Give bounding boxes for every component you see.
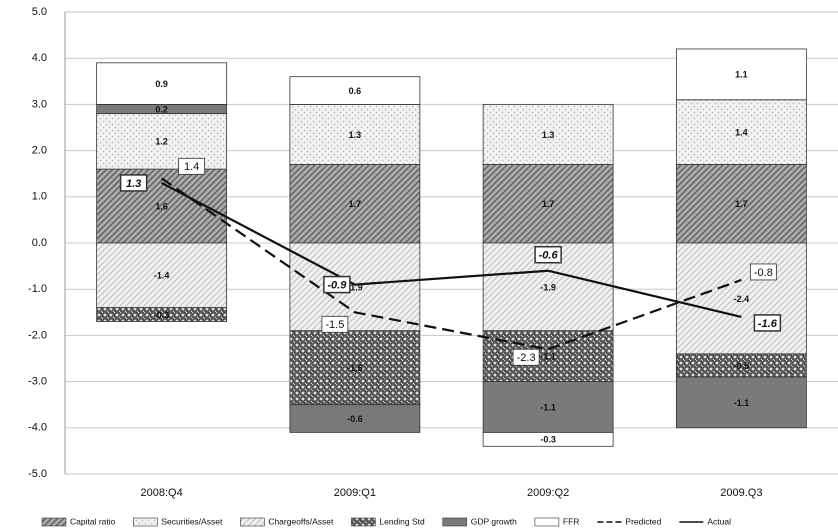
legend-swatch [351,517,376,527]
bar-label: 0.6 [349,86,362,96]
legend-label: Predicted [625,516,661,526]
data-label: -0.9 [327,279,347,291]
bar-label: 1.4 [735,127,748,137]
bar-segment [675,242,807,355]
bar-label: -1.1 [540,352,556,362]
legend-swatch [133,517,158,527]
y-tick-label: -3.0 [28,376,47,388]
bar-label: -0.5 [734,361,750,371]
line-series [160,177,742,351]
data-label: 1.4 [184,161,199,173]
bar-label: 1.7 [349,199,362,209]
legend-label: Actual [707,516,731,526]
bar-label: -0.6 [347,414,363,424]
bar-label: 1.3 [542,130,555,140]
bar-label: 1.3 [349,130,362,140]
bar-label: 0.9 [155,79,168,89]
legend-label: Securities/Asset [161,516,223,526]
bar-segment [482,330,614,382]
bar-segment [96,242,228,309]
data-label-box [323,275,351,294]
bar-segment [96,307,228,322]
bar-segment [96,62,228,105]
bar-label: 1.7 [735,199,748,209]
x-tick-label: 2009.Q3 [720,487,762,499]
bar-segment [289,330,421,406]
bar-label: 1.6 [155,201,168,211]
data-label: -1.5 [325,319,344,331]
bar-label: -1.9 [540,282,556,292]
data-label: 1.3 [126,178,141,190]
bar-label: 1.1 [735,70,748,80]
y-tick-label: -5.0 [28,468,47,480]
y-tick-label: 3.0 [32,98,47,110]
x-tick-label: 2009:Q2 [527,487,569,499]
y-tick-label: 1.0 [32,191,47,203]
legend-swatch [240,517,265,527]
bar-label: -0.3 [154,310,170,320]
legend-swatch [442,517,468,527]
bar-label: 0.2 [155,104,168,114]
bar-segment [482,381,614,433]
y-tick-label: -2.0 [28,329,47,341]
data-label-box [512,348,540,366]
bar-segment [675,164,807,244]
data-label-box [753,314,782,332]
bar-label: -1.6 [347,363,363,373]
legend-label: Chargeoffs/Asset [268,516,334,526]
bar-label: 1.7 [542,199,555,209]
data-label: -2.3 [517,352,536,364]
bar-label: -1.4 [154,271,170,281]
y-tick-label: -1.0 [28,283,47,295]
legend-swatch [534,517,560,527]
data-label-box [321,315,349,333]
data-label-box [119,174,148,192]
bar-label: -1.9 [347,282,363,292]
data-label-box [749,263,777,281]
bar-label: -0.3 [540,435,556,445]
legend-swatch [41,517,67,527]
y-tick-label: 0.0 [32,237,47,249]
data-label: -1.6 [758,318,778,330]
bar-segment [675,48,807,101]
bar-segment [289,104,421,165]
y-tick-label: 2.0 [32,145,47,157]
legend-label: Lending Std [379,516,425,526]
bar-label: -1.1 [540,402,556,412]
data-label-box [178,157,206,175]
data-label: -0.8 [754,267,773,279]
bar-label: 1.2 [155,137,168,147]
bar-label: -2.4 [734,294,750,304]
bar-segment [482,432,614,447]
bar-segment [675,376,807,429]
y-tick-label: 4.0 [32,52,47,64]
bar-segment [482,164,614,244]
data-label-box [534,245,562,264]
x-tick-label: 2009:Q1 [334,487,376,499]
legend-label: FFR [563,516,580,526]
bar-label: -1.1 [734,398,750,408]
legend-label: Capital ratio [70,516,116,526]
line-series [161,181,742,318]
y-tick-label: 5.0 [32,6,47,18]
x-tick-label: 2008:Q4 [141,487,183,499]
data-label: -0.6 [539,250,559,262]
bar-segment [289,76,421,105]
bar-segment [482,104,614,165]
legend-label: GDP growth [471,516,517,526]
y-tick-label: -4.0 [28,422,47,434]
bar-segment [289,404,421,433]
bar-segment [675,99,807,165]
